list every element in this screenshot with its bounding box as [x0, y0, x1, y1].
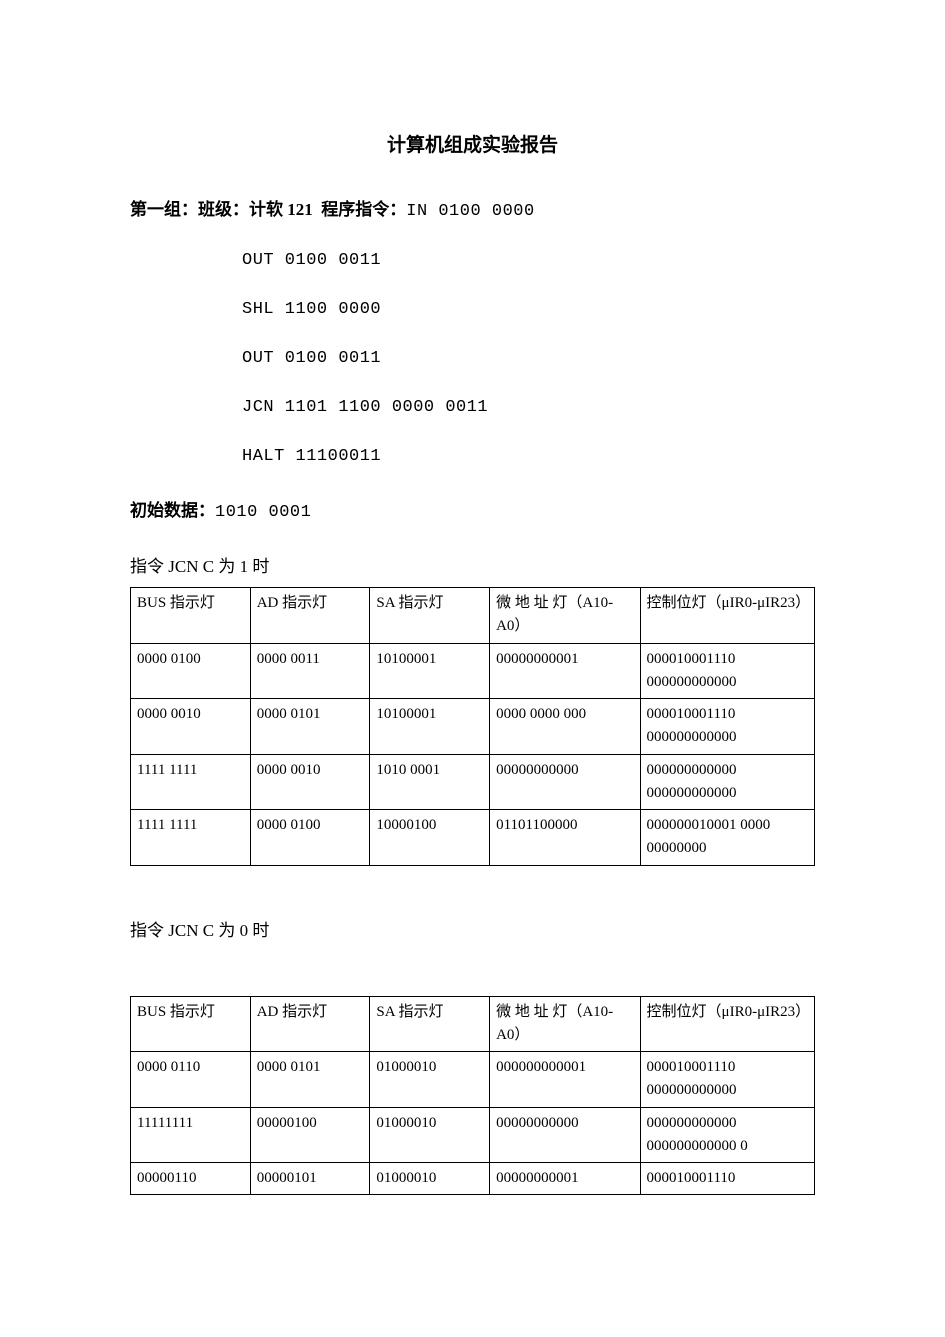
- cell-ad: 00000101: [250, 1163, 370, 1195]
- cell-bus: 00000110: [131, 1163, 251, 1195]
- header-line: 第一组： 班级： 计软 121 程序指令： IN 0100 0000: [130, 195, 815, 221]
- header-micro-address: 微 地 址 灯（A10-A0）: [490, 588, 640, 644]
- cell-ad: 0000 0100: [250, 810, 370, 866]
- cell-ad: 0000 0011: [250, 643, 370, 699]
- cell-ctrl: 000010001110 000000000000: [640, 643, 814, 699]
- cell-sa: 1010 0001: [370, 754, 490, 810]
- header-sa: SA 指示灯: [370, 588, 490, 644]
- group-label: 第一组：: [130, 195, 198, 220]
- header-control: 控制位灯（μIR0-μIR23）: [640, 588, 814, 644]
- cell-bus: 1111 1111: [131, 754, 251, 810]
- cell-ma: 00000000000: [490, 754, 640, 810]
- instruction-line: SHL 1100 0000: [242, 300, 815, 319]
- cell-ctrl: 000000010001 0000 00000000: [640, 810, 814, 866]
- header-micro-address: 微 地 址 灯（A10-A0）: [490, 996, 640, 1052]
- cell-ad: 0000 0101: [250, 699, 370, 755]
- cell-ma: 00000000001: [490, 1163, 640, 1195]
- table-row: 0000 0010 0000 0101 10100001 0000 0000 0…: [131, 699, 815, 755]
- table1-caption: 指令 JCN C 为 1 时: [130, 552, 815, 577]
- table-row: 11111111 00000100 01000010 00000000000 0…: [131, 1107, 815, 1163]
- cell-ma: 00000000000: [490, 1107, 640, 1163]
- first-instruction: IN 0100 0000: [406, 202, 534, 221]
- instruction-line: OUT 0100 0011: [242, 251, 815, 270]
- class-value: 计软 121: [249, 195, 313, 220]
- page-title: 计算机组成实验报告: [130, 130, 815, 157]
- instruction-list: OUT 0100 0011 SHL 1100 0000 OUT 0100 001…: [242, 251, 815, 466]
- header-bus: BUS 指示灯: [131, 996, 251, 1052]
- cell-ma: 01101100000: [490, 810, 640, 866]
- cell-ma: 00000000001: [490, 643, 640, 699]
- cell-bus: 0000 0110: [131, 1052, 251, 1108]
- header-control: 控制位灯（μIR0-μIR23）: [640, 996, 814, 1052]
- instruction-line: HALT 11100011: [242, 447, 815, 466]
- table2-caption: 指令 JCN C 为 0 时: [130, 916, 815, 941]
- instruction-line: OUT 0100 0011: [242, 349, 815, 368]
- table-header-row: BUS 指示灯 AD 指示灯 SA 指示灯 微 地 址 灯（A10-A0） 控制…: [131, 996, 815, 1052]
- cell-ctrl: 000010001110 000000000000: [640, 699, 814, 755]
- cell-ad: 0000 0101: [250, 1052, 370, 1108]
- table-row: 1111 1111 0000 0010 1010 0001 0000000000…: [131, 754, 815, 810]
- table-row: 0000 0100 0000 0011 10100001 00000000001…: [131, 643, 815, 699]
- instruction-line: JCN 1101 1100 0000 0011: [242, 398, 815, 417]
- initial-data-value: 1010 0001: [215, 503, 311, 522]
- class-label: 班级：: [198, 195, 249, 220]
- cell-bus: 1111 1111: [131, 810, 251, 866]
- table-row: 00000110 00000101 01000010 00000000001 0…: [131, 1163, 815, 1195]
- table-row: 1111 1111 0000 0100 10000100 01101100000…: [131, 810, 815, 866]
- cell-ctrl: 000000000000 000000000000: [640, 754, 814, 810]
- header-sa: SA 指示灯: [370, 996, 490, 1052]
- table-jcn-c0: BUS 指示灯 AD 指示灯 SA 指示灯 微 地 址 灯（A10-A0） 控制…: [130, 996, 815, 1196]
- cell-ctrl: 000010001110 000000000000: [640, 1052, 814, 1108]
- header-bus: BUS 指示灯: [131, 588, 251, 644]
- cell-ad: 0000 0010: [250, 754, 370, 810]
- cell-sa: 10000100: [370, 810, 490, 866]
- header-ad: AD 指示灯: [250, 996, 370, 1052]
- cell-sa: 01000010: [370, 1163, 490, 1195]
- program-label: 程序指令：: [321, 195, 406, 220]
- header-ad: AD 指示灯: [250, 588, 370, 644]
- cell-bus: 0000 0100: [131, 643, 251, 699]
- cell-sa: 10100001: [370, 699, 490, 755]
- table-row: 0000 0110 0000 0101 01000010 00000000000…: [131, 1052, 815, 1108]
- cell-bus: 11111111: [131, 1107, 251, 1163]
- cell-ma: 0000 0000 000: [490, 699, 640, 755]
- cell-ma: 000000000001: [490, 1052, 640, 1108]
- cell-ad: 00000100: [250, 1107, 370, 1163]
- initial-data-line: 初始数据：1010 0001: [130, 496, 815, 522]
- table-header-row: BUS 指示灯 AD 指示灯 SA 指示灯 微 地 址 灯（A10-A0） 控制…: [131, 588, 815, 644]
- cell-sa: 01000010: [370, 1107, 490, 1163]
- cell-sa: 10100001: [370, 643, 490, 699]
- cell-ctrl: 000010001110: [640, 1163, 814, 1195]
- table-jcn-c1: BUS 指示灯 AD 指示灯 SA 指示灯 微 地 址 灯（A10-A0） 控制…: [130, 587, 815, 866]
- initial-data-label: 初始数据：: [130, 501, 215, 520]
- cell-sa: 01000010: [370, 1052, 490, 1108]
- cell-ctrl: 000000000000 000000000000 0: [640, 1107, 814, 1163]
- cell-bus: 0000 0010: [131, 699, 251, 755]
